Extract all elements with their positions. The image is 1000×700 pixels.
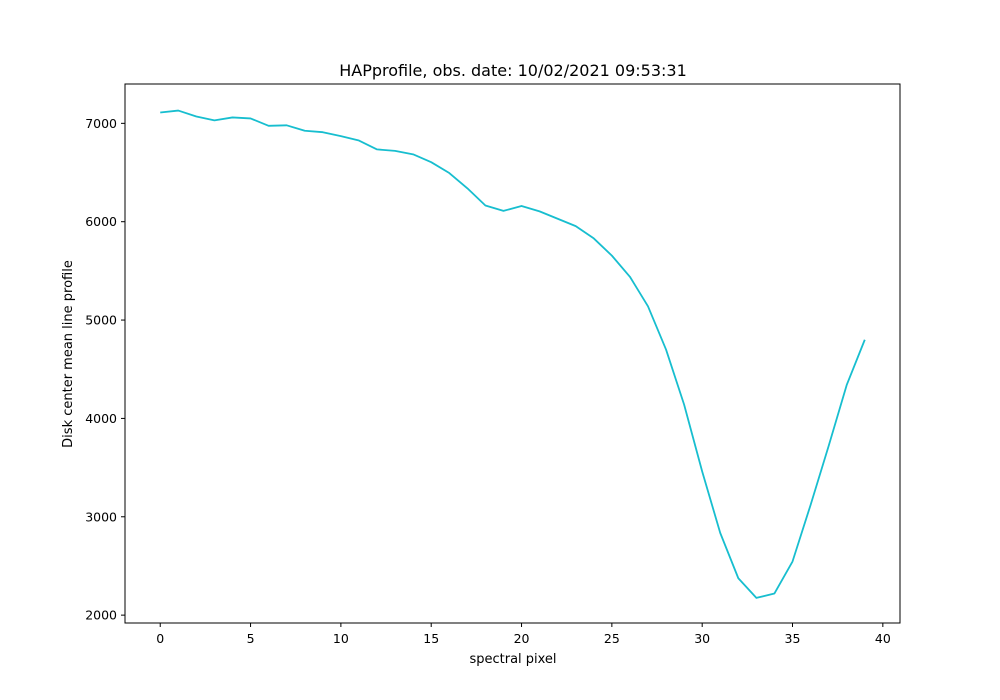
plot-area: 0 5 10 15 20 25 30 35 40 2000 3000 4000 5000 6000 7000: [85, 109, 891, 646]
y-tick-label: 3000: [85, 509, 117, 524]
x-tick-label: 35: [785, 631, 801, 646]
y-tick-label: 2000: [85, 608, 117, 623]
x-tick-label: 25: [604, 631, 620, 646]
y-tick-label: 7000: [85, 116, 117, 131]
x-tick-label: 20: [514, 631, 530, 646]
x-tick-label: 10: [333, 631, 349, 646]
y-tick-label: 5000: [85, 313, 117, 328]
y-axis-label: Disk center mean line profile: [61, 260, 76, 448]
y-tick-label: 4000: [85, 411, 117, 426]
x-axis-label: spectral pixel: [469, 652, 556, 667]
y-tick-label: 6000: [85, 214, 117, 229]
x-tick-label: 5: [247, 631, 255, 646]
chart-title: HAPprofile, obs. date: 10/02/2021 09:53:…: [339, 61, 687, 80]
x-tick-label: 0: [156, 631, 164, 646]
axes-frame: [124, 83, 901, 624]
x-tick-label: 40: [875, 631, 891, 646]
x-tick-label: 15: [423, 631, 439, 646]
x-tick-label: 30: [694, 631, 710, 646]
profile-line: [160, 109, 866, 599]
